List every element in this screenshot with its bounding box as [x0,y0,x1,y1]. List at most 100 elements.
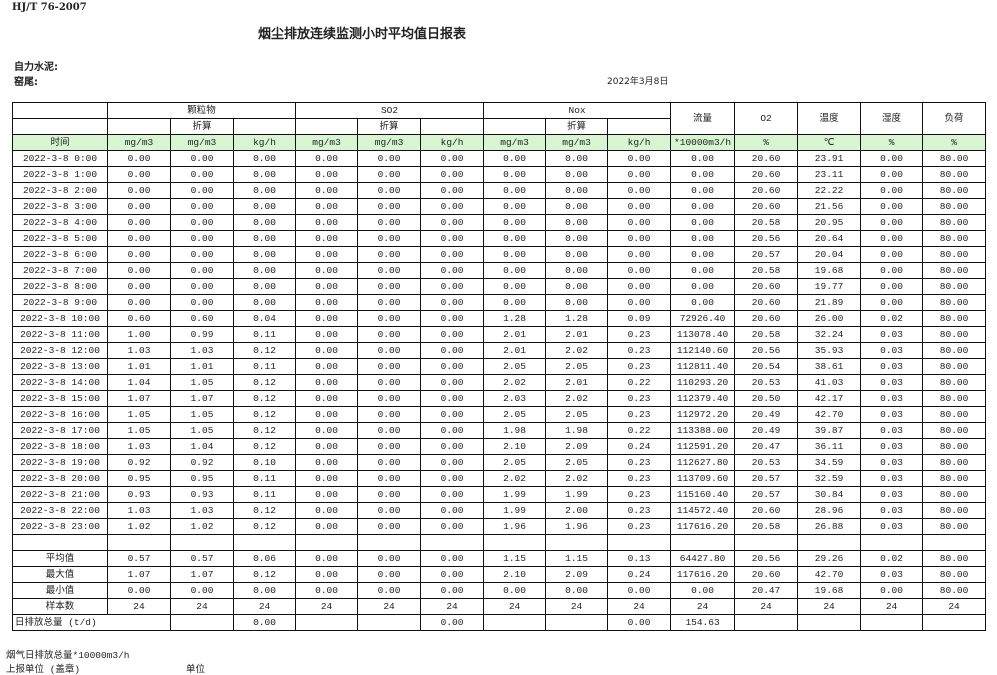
value-cell: 0.00 [295,294,359,311]
value-cell: 0.00 [107,166,171,183]
value-cell: 80.00 [922,214,987,231]
summary-value: 80.00 [922,550,987,567]
value-cell: 20.60 [734,150,799,167]
summary-value: 24 [170,598,234,615]
time-cell: 2022-3-8 15:00 [12,390,108,407]
value-cell: 113388.00 [670,422,736,439]
summary-value: 1.07 [170,566,234,583]
value-cell: 2.02 [483,470,547,487]
value-cell: 0.00 [357,374,422,391]
value-cell: 0.00 [107,230,171,247]
value-cell: 2.03 [483,390,547,407]
value-cell: 0.00 [295,214,359,231]
value-cell: 0.00 [420,438,485,455]
value-cell: 26.00 [797,310,862,327]
summary-value: 80.00 [922,566,987,583]
unit-cell: kg/h [232,134,297,151]
value-cell: 0.03 [860,438,924,455]
summary-value: 0.00 [420,550,485,567]
value-cell: 0.00 [357,166,422,183]
value-cell: 38.61 [797,358,862,375]
value-cell: 1.96 [545,518,609,535]
summary-value: 0.00 [670,582,736,599]
converted-header-dust: 折算 [170,118,234,135]
value-cell: 0.00 [232,214,297,231]
value-cell: 0.12 [232,342,297,359]
value-cell: 2.01 [483,326,547,343]
value-cell: 20.60 [734,182,799,199]
value-cell: 0.00 [357,406,422,423]
value-cell: 20.58 [734,518,799,535]
value-cell: 0.00 [670,150,736,167]
value-cell: 0.00 [170,230,234,247]
value-cell: 2.05 [483,406,547,423]
table-row: 2022-3-8 18:00 1.03 1.04 0.12 0.00 0.00 0.00 2.… [12,438,987,455]
value-cell: 0.00 [170,150,234,167]
value-cell: 0.03 [860,470,924,487]
value-cell: 80.00 [922,198,987,215]
value-cell: 0.22 [607,374,672,391]
summary-value: 29.26 [797,550,862,567]
value-cell: 0.23 [607,518,672,535]
value-cell: 0.00 [483,150,547,167]
value-cell: 20.60 [734,310,799,327]
daily-total-flow: 154.63 [670,614,736,631]
summary-value: 0.00 [545,582,609,599]
value-cell: 0.00 [607,278,672,295]
summary-value: 0.00 [860,582,924,599]
value-cell: 0.92 [107,454,171,471]
value-cell: 0.00 [357,198,422,215]
value-cell: 0.00 [232,166,297,183]
converted-header-nox: 折算 [545,118,609,135]
value-cell: 0.00 [107,150,171,167]
value-cell: 0.00 [170,246,234,263]
value-cell: 0.00 [357,214,422,231]
value-cell: 1.99 [483,486,547,503]
value-cell: 1.05 [107,406,171,423]
table-row: 2022-3-8 17:00 1.05 1.05 0.12 0.00 0.00 0.00 1.… [12,422,987,439]
blank-cell [797,614,862,631]
value-cell: 0.03 [860,502,924,519]
value-cell: 0.00 [295,438,359,455]
value-cell: 20.58 [734,262,799,279]
value-cell: 19.68 [797,262,862,279]
summary-value: 64427.80 [670,550,736,567]
value-cell: 0.23 [607,406,672,423]
value-cell: 36.11 [797,438,862,455]
value-cell: 1.02 [170,518,234,535]
table-row: 2022-3-8 21:00 0.93 0.93 0.11 0.00 0.00 0.00 1.… [12,486,987,503]
value-cell: 0.00 [860,230,924,247]
value-cell: 0.22 [607,422,672,439]
blank-cell [734,534,799,551]
value-cell: 0.00 [107,214,171,231]
summary-value: 24 [922,598,987,615]
value-cell: 0.00 [483,278,547,295]
value-cell: 80.00 [922,390,987,407]
value-cell: 23.91 [797,150,862,167]
value-cell: 0.11 [232,358,297,375]
value-cell: 20.57 [734,486,799,503]
unit-cell: mg/m3 [170,134,234,151]
blank-cell [357,614,422,631]
value-cell: 0.00 [107,278,171,295]
value-cell: 0.23 [607,470,672,487]
value-cell: 0.00 [357,182,422,199]
table-row: 2022-3-8 9:00 0.00 0.00 0.00 0.00 0.00 0.00 0.0… [12,294,987,311]
blank-cell [295,614,359,631]
summary-value: 0.00 [170,582,234,599]
value-cell: 0.00 [860,262,924,279]
summary-value: 0.06 [232,550,297,567]
blank-cell [170,614,234,631]
blank-cell [483,534,547,551]
value-cell: 80.00 [922,310,987,327]
value-cell: 0.93 [107,486,171,503]
value-cell: 20.60 [734,198,799,215]
value-cell: 0.12 [232,502,297,519]
blank-cell [12,118,108,135]
value-cell: 21.89 [797,294,862,311]
summary-value: 0.00 [295,566,359,583]
value-cell: 0.00 [295,406,359,423]
blank-cell [860,534,924,551]
value-cell: 0.00 [295,342,359,359]
unit-cell: mg/m3 [107,134,171,151]
